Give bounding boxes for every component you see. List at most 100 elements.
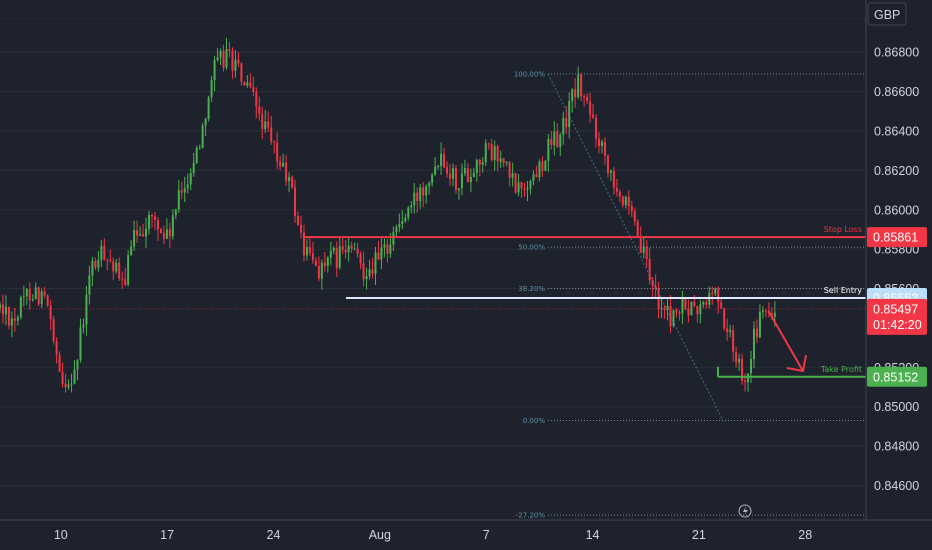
candle-body (291, 177, 294, 188)
candle-body (648, 258, 651, 281)
candle-body (550, 139, 553, 146)
candle-body (690, 301, 693, 316)
candle-body (100, 245, 103, 260)
candle-body (732, 330, 735, 352)
candle-body (332, 247, 335, 251)
candle-body (544, 160, 547, 171)
candle-body (249, 82, 252, 87)
candle-body (380, 247, 383, 260)
candle-body (79, 327, 82, 361)
fib-label: 38.20% (518, 285, 545, 293)
candle-body (356, 248, 359, 255)
candle-body (758, 311, 761, 338)
candle-body (457, 188, 460, 191)
candle-body (428, 183, 431, 187)
stop-loss-label: Stop Loss (824, 225, 862, 234)
candle-body (294, 187, 297, 217)
candle-body (416, 192, 419, 202)
candle-body (139, 234, 142, 236)
candle-body (222, 50, 225, 68)
candle-body (46, 295, 49, 306)
candle-body (541, 161, 544, 171)
candle-body (201, 125, 204, 148)
candle-body (592, 114, 595, 118)
candle-body (270, 127, 273, 142)
candle-body (243, 81, 246, 86)
grid (0, 51, 866, 486)
current-price-tag[interactable]: 0.85497 01:42:20 (867, 298, 927, 335)
candle-body (398, 224, 401, 228)
candle-body (219, 50, 222, 58)
candle-body (37, 287, 40, 305)
candle-body (478, 159, 481, 165)
candle-body (359, 254, 362, 264)
current-price-tag-text: 0.85497 (873, 302, 918, 316)
lightning-icon[interactable] (738, 504, 752, 518)
candle-body (547, 139, 550, 161)
candle-body (693, 301, 696, 307)
candle-body (741, 358, 744, 381)
candle-body (723, 308, 726, 329)
candle-body (16, 317, 19, 321)
candle-body (669, 305, 672, 326)
candle-body (368, 269, 371, 277)
time-tick-label: 28 (798, 528, 812, 542)
candle-body (714, 288, 717, 294)
take-profit-tag[interactable]: 0.85152 (867, 366, 927, 387)
candle-body (663, 308, 666, 310)
candle-body (183, 188, 186, 193)
candle-body (326, 257, 329, 267)
candle-body (216, 57, 219, 61)
candle-body (82, 324, 85, 328)
candle-body (246, 82, 249, 86)
candle-body (773, 312, 776, 317)
candle-body (618, 191, 621, 197)
candle-body (109, 260, 112, 262)
stop-loss-tag[interactable]: 0.85861 (867, 227, 927, 248)
candle-body (747, 373, 750, 383)
candle-body (443, 153, 446, 168)
time-axis-bg (0, 520, 932, 550)
candle-body (431, 174, 434, 184)
candle-body (750, 359, 753, 374)
candle-body (159, 229, 162, 234)
candle-body (609, 170, 612, 173)
candle-body (115, 262, 118, 272)
candle-body (449, 173, 452, 179)
candle-body (505, 162, 508, 164)
candle-body (377, 252, 380, 260)
candle-body (502, 158, 505, 164)
lightning-icon-bolt (743, 506, 748, 516)
candle-body (535, 174, 538, 178)
candle-body (520, 182, 523, 189)
candle-body (651, 280, 654, 286)
candle-body (744, 380, 747, 383)
candle-body (234, 59, 237, 71)
candle-body (365, 276, 368, 280)
candle-body (562, 118, 565, 135)
candle-body (583, 96, 586, 98)
candle-body (726, 328, 729, 333)
candle-body (210, 79, 213, 98)
candle-body (261, 114, 264, 130)
candle-body (198, 147, 201, 149)
candle-body (22, 296, 25, 298)
candle-body (97, 259, 100, 268)
candle-body (705, 302, 708, 305)
time-tick-label: Aug (369, 528, 391, 542)
candle-body (595, 117, 598, 139)
candle-body (231, 50, 234, 71)
candle-body (654, 285, 657, 289)
candle-body (767, 310, 770, 314)
currency-button[interactable]: GBP (867, 2, 907, 26)
candle-body (353, 248, 356, 250)
candle-body (130, 246, 133, 255)
candle-body (344, 249, 347, 253)
candle-body (615, 187, 618, 192)
candle-body (228, 49, 231, 51)
candle-body (305, 246, 308, 256)
candle-body (189, 173, 192, 185)
candle-body (666, 305, 669, 310)
candle-body (526, 188, 529, 190)
